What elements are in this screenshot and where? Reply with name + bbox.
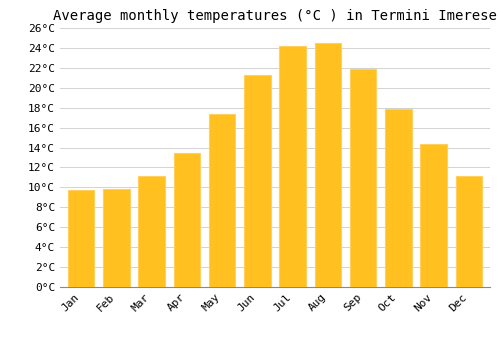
Bar: [68, 190, 94, 287]
Bar: [103, 189, 130, 287]
Bar: [209, 114, 236, 287]
Bar: [280, 46, 306, 287]
Title: Average monthly temperatures (°C ) in Termini Imerese: Average monthly temperatures (°C ) in Te…: [53, 9, 497, 23]
Bar: [350, 69, 376, 287]
Bar: [314, 43, 341, 287]
Bar: [244, 75, 270, 287]
Bar: [420, 144, 447, 287]
Bar: [385, 109, 411, 287]
Bar: [138, 176, 165, 287]
Bar: [456, 176, 482, 287]
Bar: [174, 153, 200, 287]
